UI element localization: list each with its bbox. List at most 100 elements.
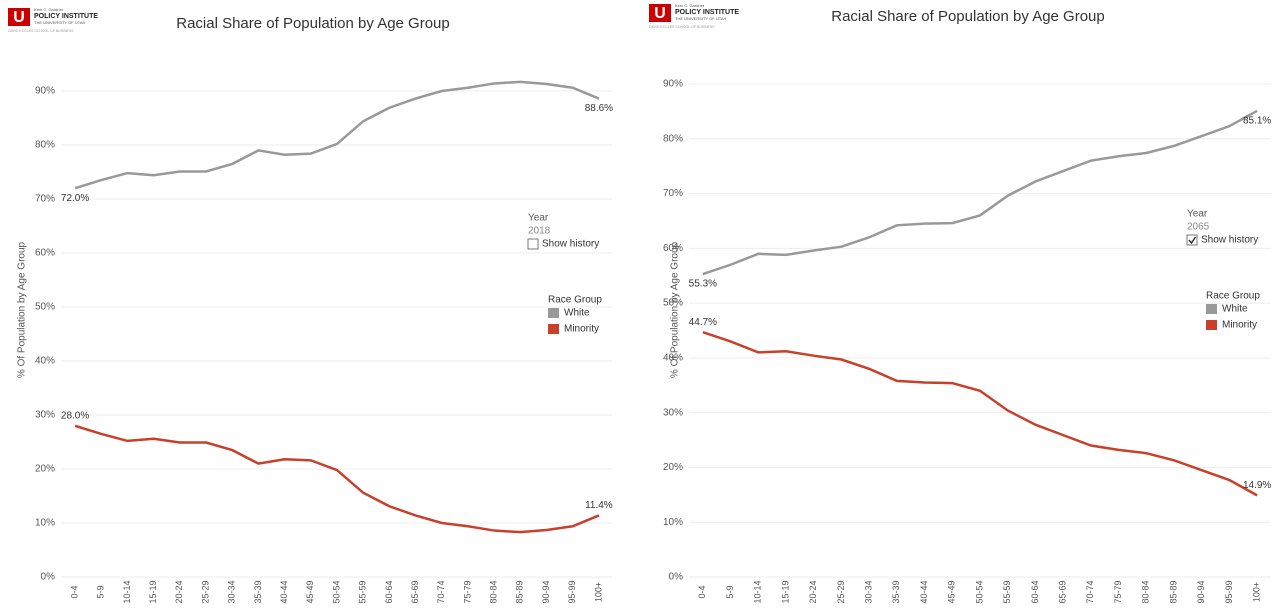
data-label: 28.0% (61, 410, 89, 421)
logo-text: POLICY INSTITUTE (675, 9, 739, 16)
logo-text: POLICY INSTITUTE (34, 13, 98, 20)
data-label: 55.3% (689, 279, 717, 290)
x-tick-label: 50-54 (974, 580, 984, 603)
x-tick-label: 70-74 (436, 580, 446, 603)
data-label: 44.7% (689, 317, 717, 328)
y-tick-label: 20% (663, 462, 683, 473)
x-tick-label: 10-14 (122, 580, 132, 603)
x-tick-label: 95-99 (1224, 580, 1234, 603)
x-tick-label: 35-39 (253, 580, 263, 603)
legend-swatch[interactable] (548, 324, 559, 334)
x-tick-label: 65-69 (1058, 580, 1068, 603)
y-tick-label: 10% (35, 518, 55, 529)
y-tick-label: 60% (35, 248, 55, 259)
y-tick-label: 90% (35, 86, 55, 97)
y-tick-label: 0% (41, 572, 56, 583)
x-tick-label: 75-79 (462, 580, 472, 603)
legend-label[interactable]: Minority (1222, 320, 1257, 331)
x-tick-label: 35-39 (891, 580, 901, 603)
x-tick-label: 30-34 (227, 580, 237, 603)
logo-mark (8, 8, 30, 26)
checkmark (1188, 236, 1197, 245)
x-tick-label: 55-59 (1002, 580, 1012, 603)
x-tick-label: 100+ (593, 582, 603, 602)
filter-label: Year (528, 213, 549, 224)
filter-value: 2065 (1187, 222, 1210, 233)
data-label: 11.4% (585, 500, 613, 511)
series-line (74, 424, 600, 534)
logo-u: U (654, 5, 666, 22)
x-tick-label: 40-44 (919, 580, 929, 603)
y-tick-label: 30% (663, 407, 683, 418)
checkbox-label[interactable]: Show history (1201, 235, 1258, 246)
x-tick-label: 10-14 (753, 580, 763, 603)
x-tick-label: 0-4 (69, 585, 79, 598)
legend-title: Race Group (1206, 291, 1260, 302)
checkbox[interactable] (527, 238, 539, 250)
x-tick-label: 95-99 (567, 580, 577, 603)
y-tick-label: 30% (35, 410, 55, 421)
x-tick-label: 5-9 (96, 585, 106, 598)
y-tick-label: 20% (35, 464, 55, 475)
checkbox[interactable] (1186, 234, 1198, 246)
series-line (702, 109, 1258, 276)
x-tick-label: 40-44 (279, 580, 289, 603)
x-tick-label: 75-79 (1113, 580, 1123, 603)
legend-swatch[interactable] (1206, 320, 1217, 330)
x-tick-label: 90-94 (541, 580, 551, 603)
chart-title: Racial Share of Population by Age Group (831, 8, 1105, 25)
data-label: 85.1% (1243, 115, 1271, 126)
x-tick-label: 85-89 (515, 580, 525, 603)
x-tick-label: 30-34 (864, 580, 874, 603)
x-tick-label: 60-64 (1030, 580, 1040, 603)
y-tick-label: 10% (663, 517, 683, 528)
x-tick-label: 100+ (1252, 582, 1262, 602)
x-tick-label: 90-94 (1196, 580, 1206, 603)
x-tick-label: 85-89 (1168, 580, 1178, 603)
logo-text: THE UNIVERSITY OF UTAH (675, 16, 727, 21)
data-label: 14.9% (1243, 480, 1271, 491)
logo-text: Kem C. Gardner (675, 3, 705, 8)
x-tick-label: 15-19 (148, 580, 158, 603)
x-tick-label: 55-59 (358, 580, 368, 603)
y-axis-label: % Of Population by Age Group (17, 241, 28, 378)
y-tick-label: 90% (663, 79, 683, 90)
logo-mark (649, 4, 671, 22)
x-tick-label: 15-19 (780, 580, 790, 603)
filter-value: 2018 (528, 226, 551, 237)
legend-swatch[interactable] (1206, 304, 1217, 314)
x-tick-label: 20-24 (808, 580, 818, 603)
y-tick-label: 70% (35, 194, 55, 205)
y-tick-label: 50% (663, 298, 683, 309)
legend-label[interactable]: White (1222, 304, 1248, 315)
filter-label: Year (1187, 209, 1208, 220)
y-tick-label: 0% (669, 572, 684, 583)
y-tick-label: 80% (663, 133, 683, 144)
x-tick-label: 70-74 (1085, 580, 1095, 603)
checkbox-label[interactable]: Show history (542, 239, 599, 250)
legend-label[interactable]: White (564, 308, 590, 319)
series-line (74, 80, 600, 190)
logo-text: DAVID ECCLES SCHOOL OF BUSINESS (8, 29, 74, 33)
series-line (702, 330, 1258, 497)
x-tick-label: 0-4 (697, 585, 707, 598)
x-tick-label: 80-84 (1141, 580, 1151, 603)
legend-swatch[interactable] (548, 308, 559, 318)
x-tick-label: 5-9 (725, 585, 735, 598)
data-label: 88.6% (585, 103, 613, 114)
legend-label[interactable]: Minority (564, 324, 599, 335)
x-tick-label: 80-84 (489, 580, 499, 603)
y-tick-label: 70% (663, 188, 683, 199)
x-tick-label: 20-24 (174, 580, 184, 603)
x-tick-label: 50-54 (331, 580, 341, 603)
logo-u: U (13, 9, 25, 26)
y-tick-label: 80% (35, 140, 55, 151)
logo-text: DAVID ECCLES SCHOOL OF BUSINESS (649, 25, 715, 29)
x-tick-label: 25-29 (836, 580, 846, 603)
logo-text: THE UNIVERSITY OF UTAH (34, 20, 86, 25)
y-tick-label: 60% (663, 243, 683, 254)
chart-title: Racial Share of Population by Age Group (176, 15, 450, 32)
y-tick-label: 50% (35, 302, 55, 313)
